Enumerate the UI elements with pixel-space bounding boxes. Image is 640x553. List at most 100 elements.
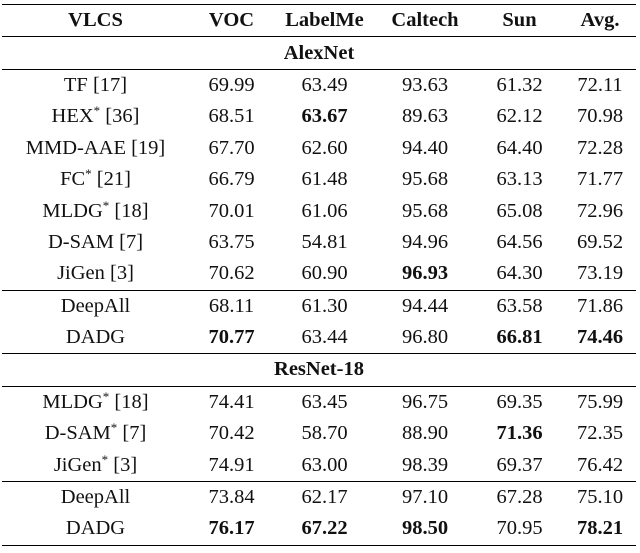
method-cell: D-SAM [7]	[47, 230, 144, 253]
value-cell: 70.42	[208, 422, 255, 445]
value-cell: 66.81	[475, 321, 564, 355]
table-row: D-SAM* [7] 70.42 58.70 88.90 71.36 72.35	[2, 418, 636, 449]
value-cell: 67.28	[475, 480, 564, 514]
method-cell: DADG	[2, 513, 189, 546]
value-cell: 64.56	[496, 230, 543, 253]
header-cell: VLCS	[2, 3, 189, 38]
section-title: ResNet-18	[2, 353, 636, 387]
value-cell: 71.36	[496, 422, 543, 445]
value-cell: 89.63	[401, 105, 449, 128]
value-cell: 98.50	[375, 513, 475, 546]
value-cell: 71.77	[576, 168, 624, 191]
header-row: VLCS VOC LabelMe Caltech Sun Avg.	[2, 3, 636, 38]
table-body: AlexNet TF [17] 69.99 63.49 93.63 61.32 72.11 H…	[2, 36, 636, 546]
method-cell: DADG	[2, 321, 189, 355]
value-cell: 63.45	[301, 390, 348, 413]
table-row: HEX* [36] 68.51 63.67 89.63 62.12 70.98	[2, 101, 636, 132]
value-cell: 94.44	[375, 289, 475, 322]
value-cell: 68.51	[208, 105, 255, 128]
value-cell: 61.48	[301, 168, 348, 191]
value-cell: 74.46	[564, 321, 636, 355]
section-title: AlexNet	[2, 36, 636, 70]
results-table: VLCS VOC LabelMe Caltech Sun Avg. AlexNe…	[2, 3, 636, 546]
value-cell: 96.75	[401, 390, 449, 413]
method-cell: MLDG* [18]	[42, 197, 149, 222]
value-cell: 61.30	[274, 289, 375, 322]
value-cell: 62.12	[496, 105, 543, 128]
method-cell: JiGen* [3]	[53, 451, 138, 476]
value-cell: 71.86	[564, 289, 636, 322]
method-cell: DeepAll	[2, 480, 189, 514]
value-cell: 63.58	[475, 289, 564, 322]
header-cell: VOC	[189, 3, 274, 38]
value-cell: 61.06	[301, 199, 348, 222]
value-cell: 62.60	[301, 136, 348, 159]
value-cell: 75.10	[564, 480, 636, 514]
header-cell: LabelMe	[274, 3, 375, 38]
value-cell: 60.90	[301, 262, 348, 285]
method-cell: DeepAll	[2, 289, 189, 322]
value-cell: 67.70	[208, 136, 255, 159]
value-cell: 70.77	[189, 321, 274, 355]
value-cell: 72.35	[576, 422, 624, 445]
table-row: DADG 70.77 63.44 96.80 66.81 74.46	[2, 321, 636, 355]
header-cell: Caltech	[375, 3, 475, 38]
value-cell: 95.68	[401, 168, 449, 191]
value-cell: 69.37	[496, 453, 543, 476]
value-cell: 70.62	[208, 262, 255, 285]
value-cell: 96.80	[375, 321, 475, 355]
value-cell: 66.79	[208, 168, 255, 191]
value-cell: 72.11	[577, 73, 623, 96]
value-cell: 63.00	[301, 453, 348, 476]
value-cell: 95.68	[401, 199, 449, 222]
table-row: TF [17] 69.99 63.49 93.63 61.32 72.11	[2, 69, 636, 101]
value-cell: 73.84	[189, 480, 274, 514]
value-cell: 58.70	[301, 422, 348, 445]
table-row: DeepAll 68.11 61.30 94.44 63.58 71.86	[2, 289, 636, 322]
method-cell: JiGen [3]	[57, 262, 134, 285]
method-cell: MMD-AAE [19]	[25, 136, 166, 159]
value-cell: 72.96	[576, 199, 624, 222]
value-cell: 78.21	[564, 513, 636, 546]
value-cell: 54.81	[301, 230, 348, 253]
section-header-row: AlexNet	[2, 36, 636, 70]
value-cell: 76.42	[576, 453, 624, 476]
value-cell: 93.63	[401, 73, 449, 96]
value-cell: 94.96	[401, 230, 449, 253]
method-cell: MLDG* [18]	[42, 388, 149, 413]
table-row: D-SAM [7] 63.75 54.81 94.96 64.56 69.52	[2, 227, 636, 258]
value-cell: 69.99	[208, 73, 255, 96]
section-header-row: ResNet-18	[2, 353, 636, 387]
method-cell: D-SAM* [7]	[44, 420, 147, 445]
method-cell: TF [17]	[63, 73, 128, 96]
value-cell: 75.99	[576, 390, 624, 413]
table-row: MMD-AAE [19] 67.70 62.60 94.40 64.40 72.28	[2, 133, 636, 164]
value-cell: 76.17	[189, 513, 274, 546]
value-cell: 64.40	[496, 136, 543, 159]
table-row: FC* [21] 66.79 61.48 95.68 63.13 71.77	[2, 164, 636, 195]
value-cell: 69.35	[496, 390, 543, 413]
value-cell: 61.32	[496, 73, 543, 96]
value-cell: 97.10	[375, 480, 475, 514]
value-cell: 74.41	[208, 390, 255, 413]
value-cell: 72.28	[576, 136, 624, 159]
value-cell: 73.19	[576, 262, 624, 285]
value-cell: 88.90	[401, 422, 449, 445]
table-row: JiGen [3] 70.62 60.90 96.93 64.30 73.19	[2, 258, 636, 290]
value-cell: 70.01	[208, 199, 255, 222]
value-cell: 70.98	[576, 105, 624, 128]
header-cell: Avg.	[564, 3, 636, 38]
value-cell: 96.93	[401, 262, 449, 285]
value-cell: 63.44	[274, 321, 375, 355]
value-cell: 65.08	[496, 199, 543, 222]
value-cell: 67.22	[274, 513, 375, 546]
header-cell: Sun	[475, 3, 564, 38]
value-cell: 63.13	[496, 168, 543, 191]
table-row: JiGen* [3] 74.91 63.00 98.39 69.37 76.42	[2, 449, 636, 481]
value-cell: 68.11	[189, 289, 274, 322]
value-cell: 62.17	[274, 480, 375, 514]
table-row: MLDG* [18] 70.01 61.06 95.68 65.08 72.96	[2, 195, 636, 226]
value-cell: 70.95	[475, 513, 564, 546]
value-cell: 98.39	[401, 453, 449, 476]
value-cell: 74.91	[208, 453, 255, 476]
